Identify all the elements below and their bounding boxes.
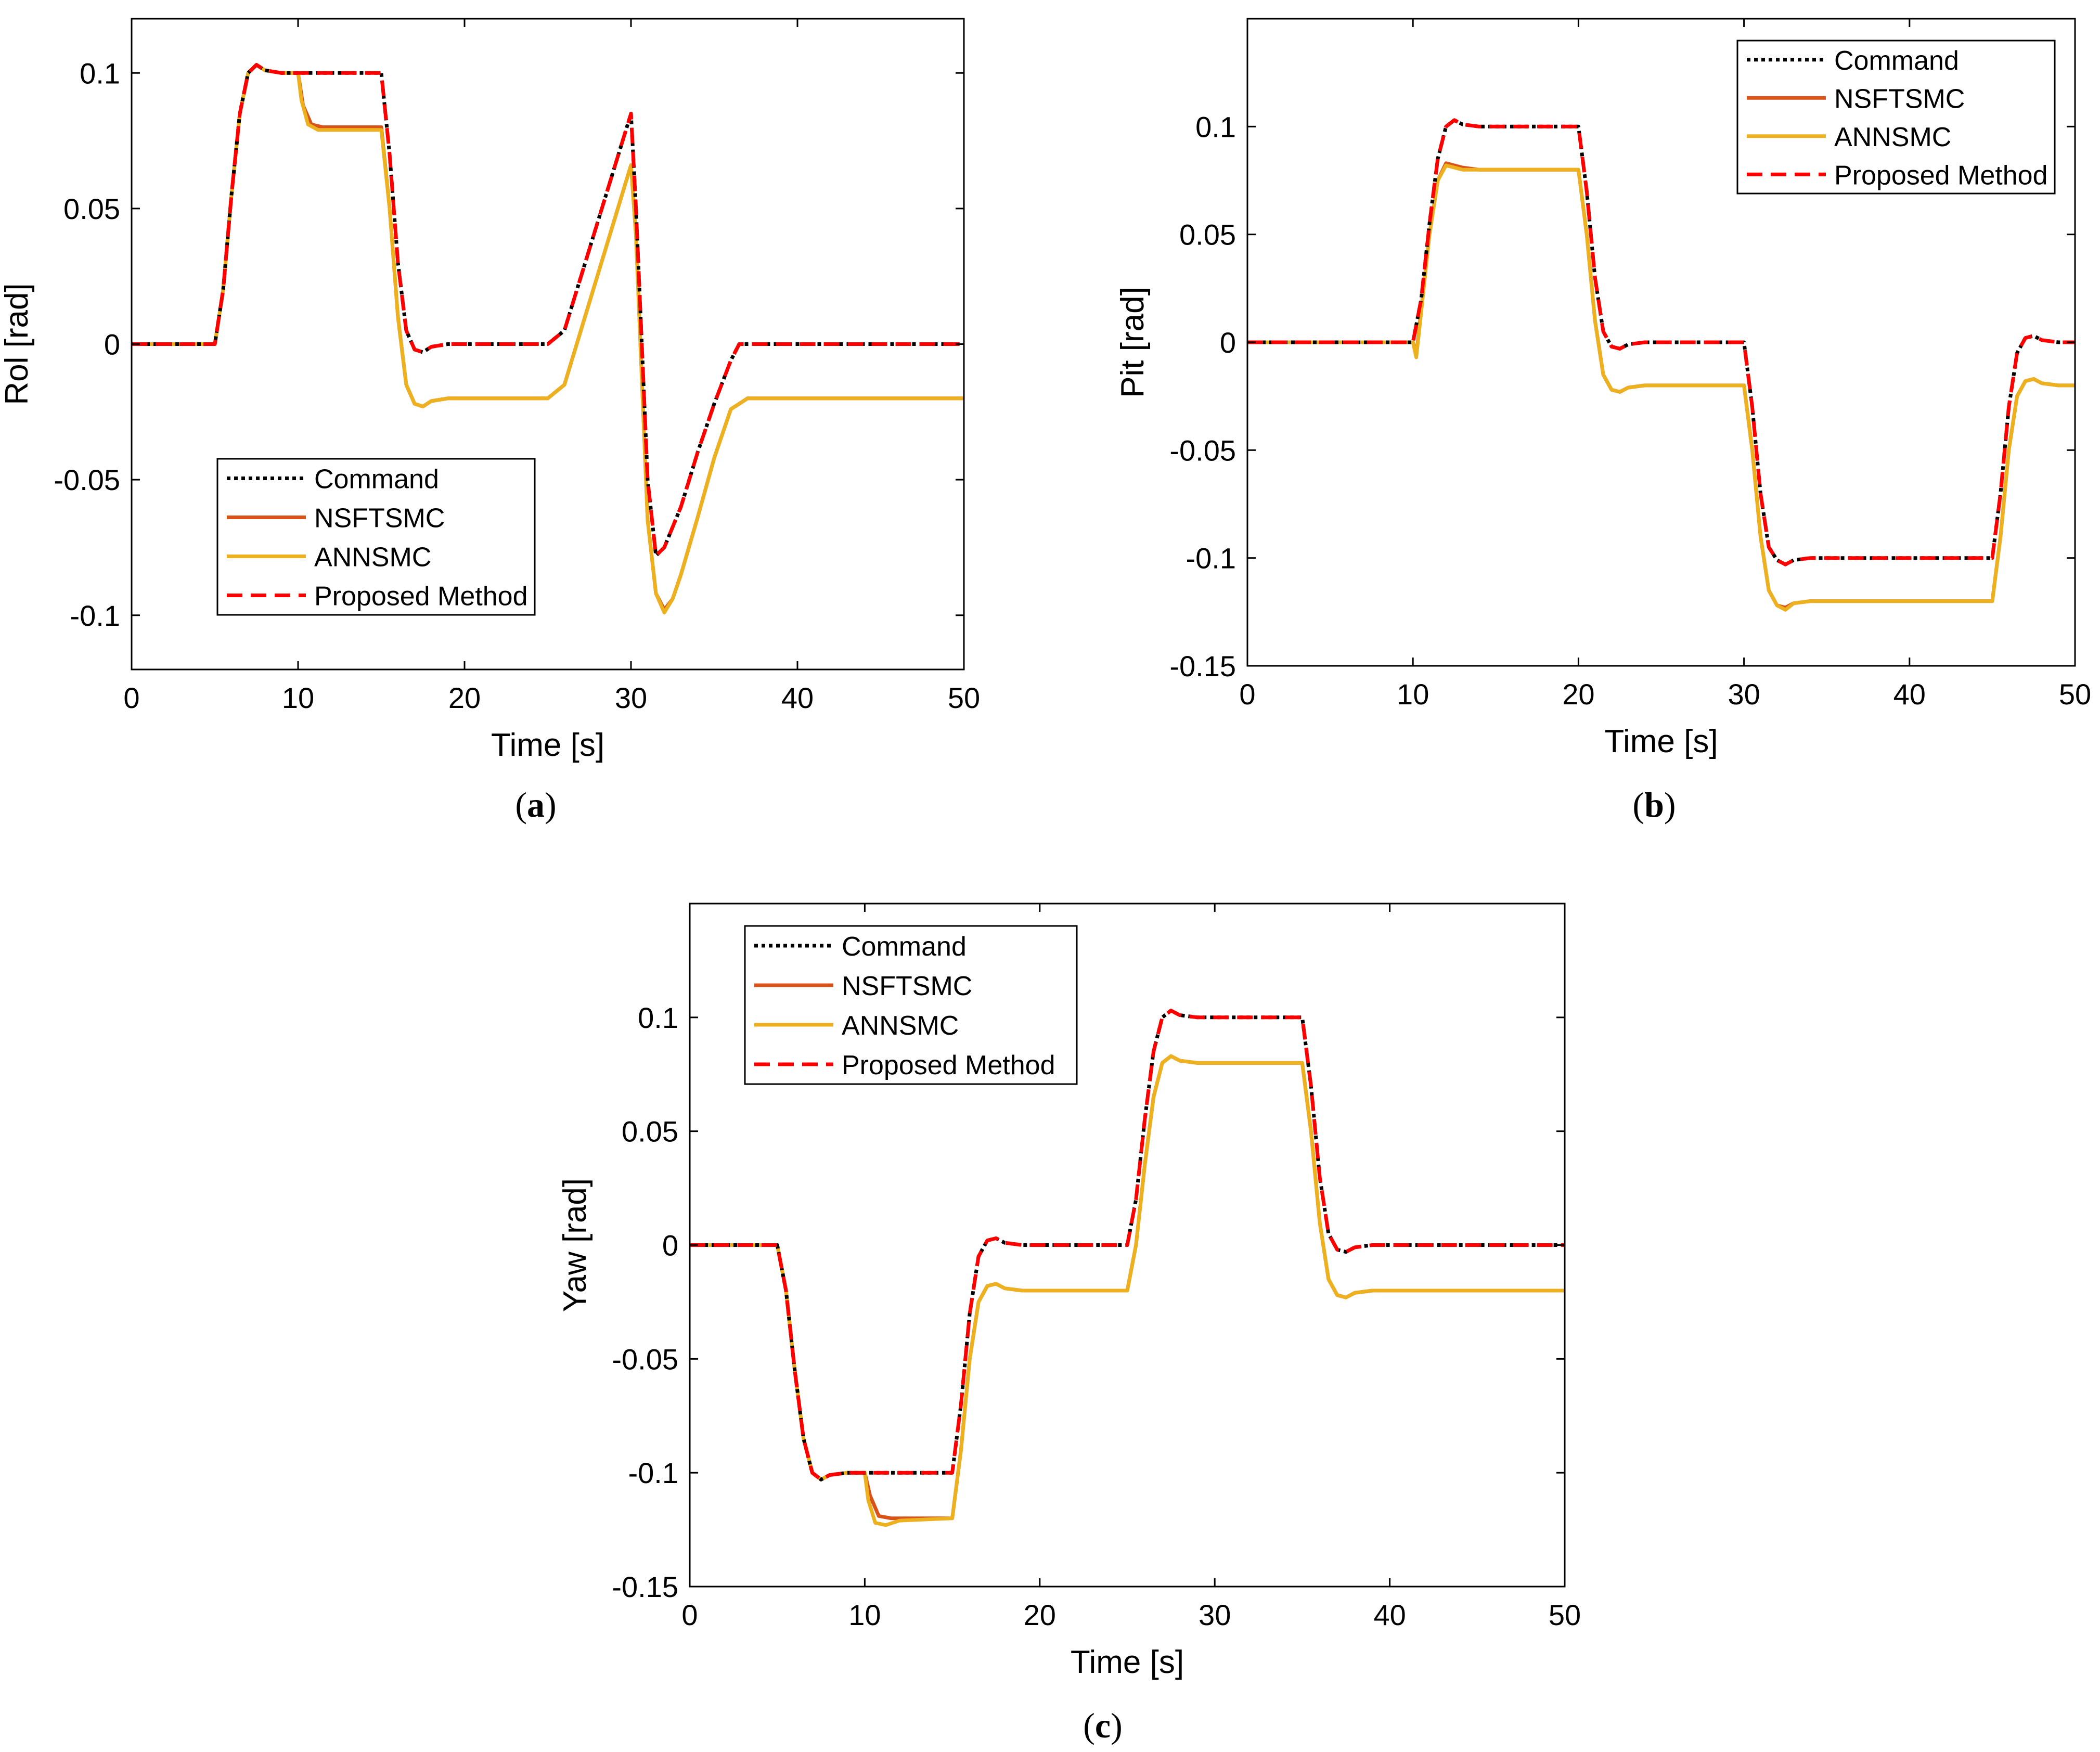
panel-a-caption: (a): [515, 785, 556, 825]
x-tick-label: 40: [781, 681, 814, 714]
x-tick-label: 30: [1728, 678, 1760, 711]
y-axis-label: Pit [rad]: [1115, 287, 1151, 398]
y-tick-label: 0.05: [63, 192, 120, 225]
y-tick-label: 0.05: [1179, 218, 1236, 251]
legend-label: Proposed Method: [1834, 160, 2048, 190]
legend-label: Command: [842, 932, 967, 962]
legend-label: Proposed Method: [314, 582, 528, 612]
y-tick-label: 0: [104, 328, 120, 361]
legend: Command NSFTSMC ANNSMC Proposed Method: [1736, 40, 2056, 195]
legend-box: [1736, 40, 2056, 195]
legend-label: Command: [1834, 46, 1959, 76]
y-tick-label: -0.1: [70, 599, 121, 632]
x-tick-label: 50: [2059, 678, 2091, 711]
y-tick-label: -0.1: [1186, 542, 1236, 575]
y-tick-label: -0.05: [1169, 434, 1236, 467]
x-tick-label: 20: [1024, 1599, 1056, 1631]
y-tick-label: 0.05: [622, 1115, 678, 1148]
chart-panel-b: (b) 0 10 20 30 40 50 -0.15 -0.1 -0.05 0 0.05 0.1 Tim…: [1115, 18, 2091, 825]
x-tick-label: 30: [1199, 1599, 1231, 1631]
chart-panel-a: (a) 0 10 20 30 40 50 -0.1 -0.05 0 0.05 0.1 Time [s]…: [0, 18, 980, 825]
legend: Command NSFTSMC ANNSMC Proposed Method: [216, 458, 536, 616]
y-tick-label: -0.05: [612, 1343, 678, 1375]
x-tick-label: 40: [1373, 1599, 1406, 1631]
y-tick-label: -0.1: [628, 1457, 679, 1489]
y-tick-label: 0: [1220, 326, 1236, 359]
x-tick-label: 40: [1893, 678, 1926, 711]
legend-label: NSFTSMC: [1834, 84, 1965, 114]
x-tick-label: 50: [948, 681, 980, 714]
legend-label: NSFTSMC: [842, 971, 972, 1001]
legend-label: Proposed Method: [842, 1050, 1055, 1080]
x-axis-label: Time [s]: [1071, 1644, 1184, 1680]
legend-box: [216, 458, 536, 616]
y-tick-label: -0.05: [54, 463, 120, 496]
panel-c-caption: (c): [1083, 1706, 1123, 1745]
y-axis-label: Rol [rad]: [0, 283, 35, 405]
legend-label: NSFTSMC: [314, 504, 445, 534]
legend-label: ANNSMC: [314, 543, 431, 573]
legend-label: Command: [314, 465, 439, 495]
x-tick-label: 20: [1562, 678, 1594, 711]
y-tick-label: -0.15: [612, 1570, 678, 1603]
chart-panel-c: (c) 0 10 20 30 40 50 -0.15 -0.1 -0.05 0 0.05 0.1 Tim…: [557, 903, 1581, 1745]
y-tick-label: 0.1: [1195, 110, 1236, 143]
series-line-proposed-method: [690, 1009, 1565, 1482]
legend-label: ANNSMC: [1834, 122, 1951, 152]
panel-b-caption: (b): [1632, 785, 1676, 825]
y-axis-label: Yaw [rad]: [557, 1178, 593, 1312]
x-tick-label: 20: [448, 681, 481, 714]
x-tick-label: 10: [848, 1599, 881, 1631]
y-tick-label: 0.1: [80, 57, 120, 89]
y-tick-label: -0.15: [1169, 650, 1236, 682]
x-tick-label: 10: [282, 681, 314, 714]
x-tick-label: 50: [1549, 1599, 1581, 1631]
x-tick-label: 0: [123, 681, 139, 714]
x-tick-label: 30: [615, 681, 647, 714]
legend: Command NSFTSMC ANNSMC Proposed Method: [744, 925, 1078, 1085]
x-axis-label: Time [s]: [491, 727, 604, 763]
x-tick-label: 0: [681, 1599, 698, 1631]
legend-box: [744, 925, 1078, 1085]
series-line-proposed-method: [1247, 118, 2075, 566]
y-tick-label: 0.1: [638, 1001, 678, 1034]
series-line-annsmc: [1247, 163, 2075, 612]
x-tick-label: 10: [1397, 678, 1429, 711]
x-tick-label: 0: [1239, 678, 1255, 711]
series-line-proposed-method: [132, 63, 964, 558]
y-tick-label: 0: [662, 1229, 678, 1262]
legend-label: ANNSMC: [842, 1011, 959, 1041]
x-axis-label: Time [s]: [1604, 724, 1718, 759]
